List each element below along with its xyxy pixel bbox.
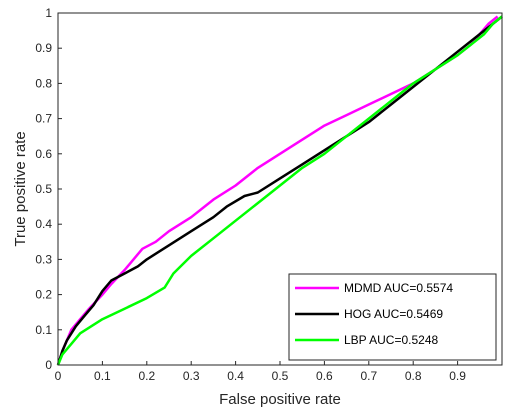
x-tick-label: 0.3 xyxy=(183,369,200,383)
x-tick-label: 0 xyxy=(55,369,62,383)
plot-frame xyxy=(57,12,503,366)
legend: MDMD AUC=0.5574 HOG AUC=0.5469 LBP AUC=0.5… xyxy=(288,273,497,361)
series-layer xyxy=(56,15,503,366)
y-tick-label: 1 xyxy=(45,6,52,20)
x-axis-title: False positive rate xyxy=(219,391,341,408)
x-tick-label: 0.5 xyxy=(272,369,289,383)
x-tick-label: 0.7 xyxy=(360,369,377,383)
x-tick-label: 0.9 xyxy=(449,369,466,383)
series-line-1 xyxy=(56,15,503,366)
x-tick-label: 0.4 xyxy=(227,369,244,383)
series-line-2 xyxy=(56,15,503,366)
x-axis-ticks: 0 0.1 0.2 0.3 0.4 0.5 0.6 0.7 0.8 0.9 xyxy=(55,361,466,383)
y-tick-label: 0.6 xyxy=(35,147,52,161)
y-tick-label: 0.3 xyxy=(35,252,52,266)
legend-label-1: HOG AUC=0.5469 xyxy=(344,307,443,321)
y-tick-label: 0.1 xyxy=(35,323,52,337)
x-tick-label: 0.1 xyxy=(94,369,111,383)
y-tick-label: 0.5 xyxy=(35,182,52,196)
y-tick-label: 0.4 xyxy=(35,217,52,231)
y-tick-label: 0 xyxy=(45,358,52,372)
y-axis-title: True positive rate xyxy=(12,131,29,246)
x-tick-label: 0.2 xyxy=(138,369,155,383)
y-tick-label: 0.9 xyxy=(35,41,52,55)
y-tick-label: 0.2 xyxy=(35,288,52,302)
y-tick-label: 0.7 xyxy=(35,112,52,126)
x-tick-label: 0.6 xyxy=(316,369,333,383)
legend-label-0: MDMD AUC=0.5574 xyxy=(344,281,453,295)
y-axis-ticks: 0 0.1 0.2 0.3 0.4 0.5 0.6 0.7 0.8 0.9 1 xyxy=(35,6,62,372)
y-tick-label: 0.8 xyxy=(35,76,52,90)
legend-label-2: LBP AUC=0.5248 xyxy=(344,333,439,347)
x-tick-label: 0.8 xyxy=(405,369,422,383)
